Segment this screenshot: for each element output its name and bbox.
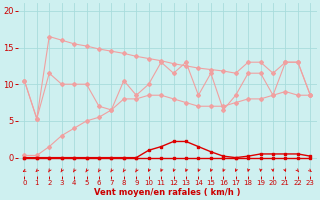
X-axis label: Vent moyen/en rafales ( km/h ): Vent moyen/en rafales ( km/h ) (94, 188, 241, 197)
